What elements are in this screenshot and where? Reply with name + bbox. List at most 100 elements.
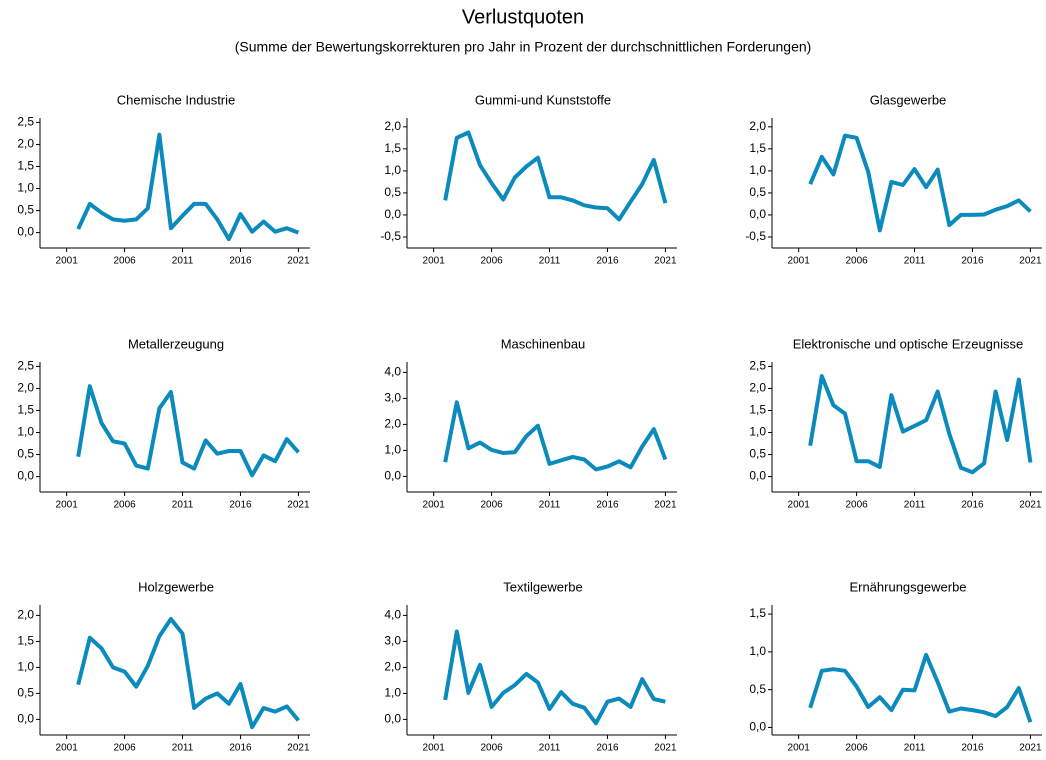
x-tick-label: 2016	[596, 256, 619, 267]
y-tick-label: 1,0	[384, 163, 401, 177]
x-tick-label: 2016	[229, 743, 252, 754]
y-tick-label: 2,0	[749, 381, 766, 395]
y-tick-label: 2,0	[384, 660, 401, 674]
y-tick-label: 1,5	[17, 403, 34, 417]
data-line	[808, 652, 1033, 723]
y-tick-label: 1,0	[749, 163, 766, 177]
x-tick-label: 2021	[654, 500, 677, 511]
y-tick-label: 2,0	[384, 119, 401, 133]
y-tick-label: 0,0	[749, 207, 766, 221]
x-tick-label: 2021	[654, 743, 677, 754]
x-tick-label: 2021	[287, 256, 310, 267]
x-tick-label: 2011	[904, 500, 926, 511]
y-tick-label: 2,0	[17, 381, 34, 395]
y-tick-label: 0,0	[384, 469, 401, 483]
y-tick-label: 0,0	[384, 207, 401, 221]
data-line	[443, 400, 668, 472]
y-tick-label: 1,5	[749, 141, 766, 155]
y-tick-label: 0,0	[384, 712, 401, 726]
x-tick-label: 2001	[423, 500, 446, 511]
x-tick-label: 2001	[423, 256, 446, 267]
panel-title: Holzgewerbe	[138, 579, 214, 594]
y-tick-label: 0,5	[17, 447, 34, 461]
data-line	[443, 130, 668, 222]
y-tick-label: 1,0	[384, 686, 401, 700]
x-tick-label: 2016	[596, 743, 619, 754]
y-tick-label: -0,5	[380, 229, 401, 243]
x-tick-label: 2016	[961, 743, 984, 754]
panel-title: Textilgewerbe	[503, 579, 583, 594]
x-tick-label: 2001	[788, 256, 811, 267]
y-tick-label: 2,0	[17, 137, 34, 151]
data-line	[443, 629, 666, 726]
y-tick-label: 3,0	[384, 391, 401, 405]
y-tick-label: 0,5	[749, 682, 766, 696]
x-tick-label: 2021	[1019, 256, 1042, 267]
y-tick-label: 1,5	[384, 141, 401, 155]
x-tick-label: 2021	[287, 743, 310, 754]
y-tick-label: 3,0	[384, 634, 401, 648]
chart-title: Verlustquoten	[462, 6, 584, 28]
x-tick-label: 2001	[788, 500, 811, 511]
x-tick-label: 2006	[845, 743, 868, 754]
x-tick-label: 2006	[480, 256, 503, 267]
y-tick-label: 2,0	[749, 119, 766, 133]
x-tick-label: 2021	[654, 256, 677, 267]
y-tick-label: 0,0	[17, 225, 34, 239]
data-line	[808, 133, 1032, 233]
data-line	[76, 132, 300, 242]
y-tick-label: 1,0	[749, 644, 766, 658]
x-tick-label: 2011	[539, 256, 561, 267]
x-tick-label: 2011	[904, 256, 926, 267]
chart-subtitle: (Summe der Bewertungskorrekturen pro Jah…	[235, 39, 812, 55]
x-tick-label: 2011	[172, 743, 194, 754]
x-tick-label: 2001	[788, 743, 811, 754]
x-tick-label: 2006	[113, 500, 136, 511]
x-tick-label: 2011	[539, 743, 561, 754]
y-tick-label: 0,5	[384, 185, 401, 199]
x-tick-label: 2006	[113, 743, 136, 754]
x-tick-label: 2006	[113, 256, 136, 267]
y-tick-label: 0,5	[17, 686, 34, 700]
x-tick-label: 2016	[596, 500, 619, 511]
x-tick-label: 2021	[287, 500, 310, 511]
x-tick-label: 2021	[1019, 500, 1042, 511]
x-tick-label: 2011	[539, 500, 561, 511]
y-tick-label: 2,0	[17, 608, 34, 622]
y-tick-label: 0,5	[17, 203, 34, 217]
x-tick-label: 2001	[423, 743, 446, 754]
x-tick-label: 2016	[229, 256, 252, 267]
x-tick-label: 2016	[961, 256, 984, 267]
data-line	[76, 384, 300, 478]
y-tick-label: 4,0	[384, 608, 401, 622]
y-tick-label: 1,0	[17, 660, 34, 674]
panel-title: Maschinenbau	[501, 336, 586, 351]
x-tick-label: 2016	[229, 500, 252, 511]
x-tick-label: 2006	[845, 256, 868, 267]
y-tick-label: 1,0	[749, 425, 766, 439]
y-tick-label: 0,5	[749, 447, 766, 461]
y-tick-label: 1,0	[17, 425, 34, 439]
y-tick-label: -0,5	[745, 229, 766, 243]
panel-title: Gummi-und Kunststoffe	[475, 92, 611, 107]
x-tick-label: 2001	[56, 256, 79, 267]
panel-title: Glasgewerbe	[870, 92, 947, 107]
panel-title: Elektronische und optische Erzeugnisse	[793, 336, 1024, 351]
data-line	[808, 374, 1033, 475]
y-tick-label: 4,0	[384, 365, 401, 379]
y-tick-label: 1,0	[17, 181, 34, 195]
x-tick-label: 2001	[56, 743, 79, 754]
x-tick-label: 2001	[56, 500, 79, 511]
y-tick-label: 2,5	[749, 359, 766, 373]
x-tick-label: 2011	[172, 500, 194, 511]
data-line	[76, 617, 300, 730]
y-tick-label: 2,5	[17, 359, 34, 373]
y-tick-label: 1,0	[384, 443, 401, 457]
y-tick-label: 1,5	[17, 159, 34, 173]
x-tick-label: 2006	[480, 500, 503, 511]
panel-title: Chemische Industrie	[117, 92, 236, 107]
y-tick-label: 0,0	[17, 469, 34, 483]
y-tick-label: 1,5	[749, 606, 766, 620]
y-tick-label: 0,0	[17, 712, 34, 726]
x-tick-label: 2021	[1019, 743, 1042, 754]
